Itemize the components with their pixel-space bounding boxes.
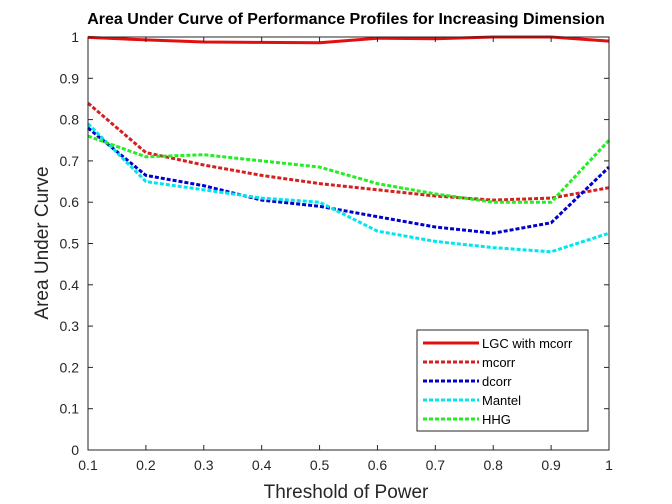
y-tick-label: 1 — [71, 29, 79, 45]
y-tick-label: 0.8 — [60, 112, 80, 128]
x-tick-label: 0.4 — [252, 457, 272, 473]
legend-box — [416, 329, 589, 432]
y-tick-label: 0 — [71, 442, 79, 458]
x-tick-label: 0.9 — [541, 457, 561, 473]
chart-title: Area Under Curve of Performance Profiles… — [87, 11, 604, 28]
y-tick-label: 0.4 — [60, 277, 80, 293]
x-tick-label: 1 — [605, 457, 613, 473]
y-tick-label: 0.3 — [60, 318, 80, 334]
y-tick-label: 0.9 — [60, 70, 80, 86]
y-axis-label: Area Under Curve — [32, 166, 53, 319]
legend: LGC with mcorr mcorr dcorr Mantel HHG — [416, 329, 589, 432]
y-tick-label: 0.7 — [60, 153, 80, 169]
x-tick-label: 0.1 — [78, 457, 98, 473]
series-layer — [86, 35, 611, 254]
series-line-1 — [87, 101, 610, 202]
legend-label-2: dcorr — [482, 374, 512, 389]
legend-label-3: Mantel — [482, 393, 521, 408]
legend-label-4: HHG — [482, 412, 511, 427]
x-tick-label: 0.3 — [194, 457, 214, 473]
series-line-2 — [87, 126, 611, 235]
x-tick-label: 0.6 — [368, 457, 388, 473]
series-line-4 — [87, 134, 611, 204]
x-axis-label: Threshold of Power — [264, 482, 429, 503]
y-tick-label: 0.2 — [60, 359, 80, 375]
legend-label-0: LGC with mcorr — [482, 336, 573, 351]
x-tick-label: 0.2 — [136, 457, 156, 473]
x-tick-label: 0.7 — [426, 457, 446, 473]
y-tick-label: 0.1 — [60, 401, 80, 417]
y-tick-label: 0.6 — [60, 194, 80, 210]
series-line-3 — [86, 122, 610, 254]
y-tick-label: 0.5 — [60, 236, 80, 252]
x-tick-label: 0.8 — [483, 457, 503, 473]
ticks-layer: 0.1 0.2 0.3 0.4 0.5 0.6 0.7 0.8 0.9 100.10.20.30.… — [60, 29, 614, 473]
x-tick-label: 0.5 — [310, 457, 330, 473]
legend-label-1: mcorr — [482, 355, 516, 370]
